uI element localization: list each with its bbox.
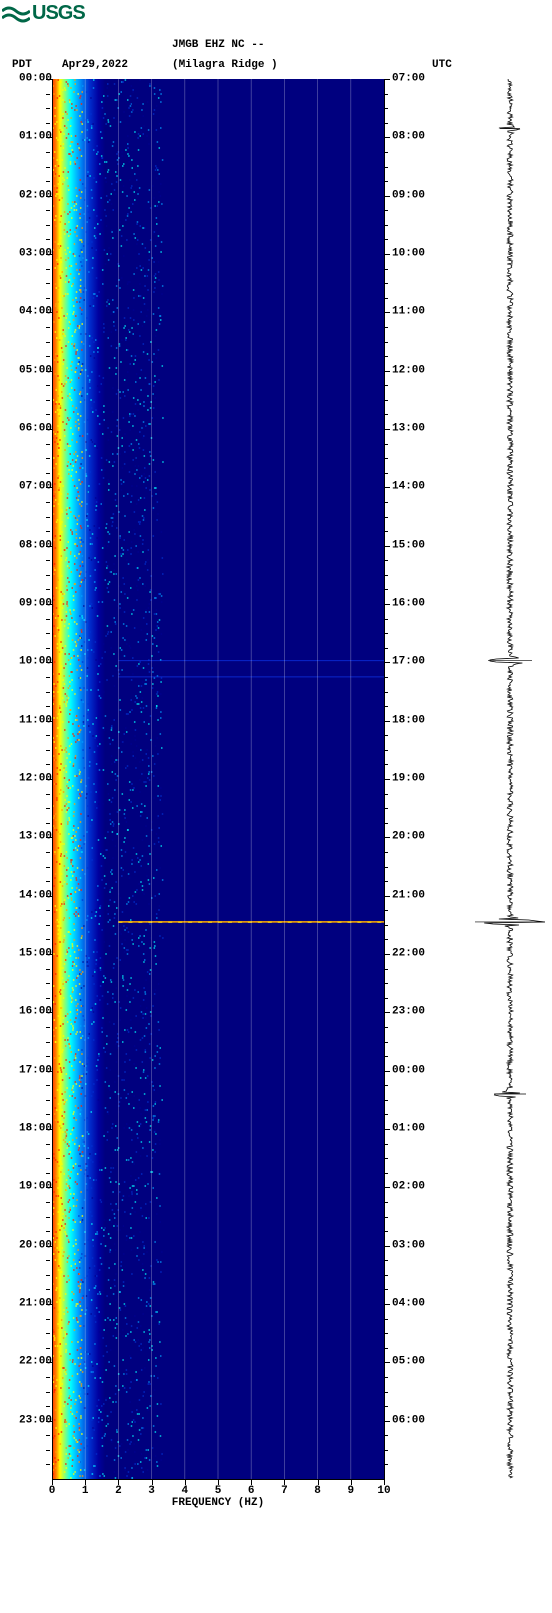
y-tick-label-right: 21:00 (388, 890, 452, 901)
x-tick-label: 1 (82, 1485, 89, 1497)
date-label: Apr29,2022 (62, 59, 152, 71)
x-axis-label: FREQUENCY (HZ) (52, 1497, 384, 1509)
y-tick-label-right: 22:00 (388, 949, 452, 960)
usgs-logo-text: USGS (32, 2, 85, 25)
plot-area: 00:00 01:00 02:00 03:00 04:00 05:00 06:0007:00… (0, 79, 552, 1519)
y-tick-label-right: 03:00 (388, 1240, 452, 1251)
tz-right-label: UTC (412, 59, 552, 71)
usgs-logo: USGS (0, 0, 552, 27)
x-tick-label: 8 (314, 1485, 321, 1497)
usgs-wave-icon (2, 5, 30, 23)
y-tick-label-right: 08:00 (388, 132, 452, 143)
y-tick-label-right: 04:00 (388, 1299, 452, 1310)
y-tick-label-right: 09:00 (388, 190, 452, 201)
y-tick-label-right: 05:00 (388, 1357, 452, 1368)
x-tick-label: 7 (281, 1485, 288, 1497)
y-tick-label-right: 01:00 (388, 1124, 452, 1135)
y-axis-right: 07:0008:0009:0010:0011:0012:0013:0014:00… (388, 79, 448, 1479)
x-tick-label: 5 (215, 1485, 222, 1497)
y-tick-label-right: 14:00 (388, 482, 452, 493)
x-axis: FREQUENCY (HZ) 012345678910 (52, 1479, 384, 1519)
y-tick-label-right: 02:00 (388, 1182, 452, 1193)
x-tick-label: 4 (181, 1485, 188, 1497)
y-tick-label-right: 13:00 (388, 424, 452, 435)
y-tick-label-right: 18:00 (388, 715, 452, 726)
y-tick-label-right: 12:00 (388, 365, 452, 376)
x-tick-label: 3 (148, 1485, 155, 1497)
y-axis-left: 00:0001:0002:0003:0004:0005:0006:0007:00… (0, 79, 52, 1479)
station-id: JMGB EHZ NC -- (152, 39, 412, 51)
y-tick-label-right: 16:00 (388, 599, 452, 610)
x-tick-label: 10 (377, 1485, 390, 1497)
x-tick-label: 2 (115, 1485, 122, 1497)
y-tick-label-right: 19:00 (388, 774, 452, 785)
y-tick-label-right: 11:00 (388, 307, 452, 318)
y-tick-label-right: 17:00 (388, 657, 452, 668)
seismogram-trace (475, 79, 545, 1479)
x-tick-label: 6 (248, 1485, 255, 1497)
tz-left-label: PDT (0, 59, 62, 71)
x-tick-label: 0 (49, 1485, 56, 1497)
spectrogram-panel (52, 79, 384, 1479)
y-tick-label-right: 10:00 (388, 249, 452, 260)
y-tick-label-right: 20:00 (388, 832, 452, 843)
x-tick-label: 9 (347, 1485, 354, 1497)
chart-subtitle-row: PDT Apr29,2022 (Milagra Ridge ) UTC (0, 53, 552, 73)
y-tick-label-right: 15:00 (388, 540, 452, 551)
y-tick-label-right: 23:00 (388, 1007, 452, 1018)
chart-title-row: JMGB EHZ NC -- (0, 33, 552, 53)
y-tick-label-right: 00:00 (388, 1065, 452, 1076)
station-location: (Milagra Ridge ) (152, 59, 412, 71)
y-tick-label-right: 07:00 (388, 74, 452, 85)
y-tick-label-right: 06:00 (388, 1415, 452, 1426)
